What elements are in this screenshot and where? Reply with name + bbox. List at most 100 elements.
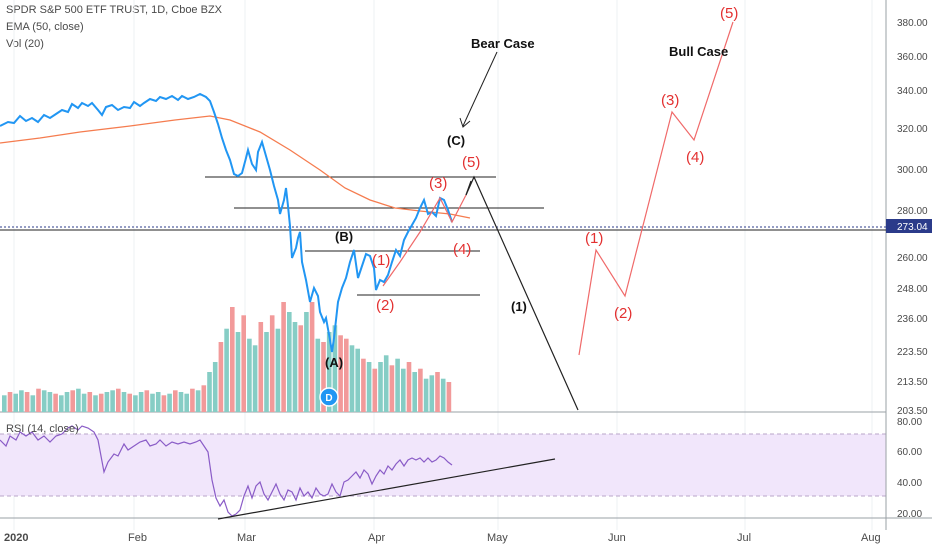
red-wave-projection[interactable] <box>382 194 467 287</box>
volume-bar <box>167 393 172 412</box>
volume-bar <box>338 335 343 412</box>
horizontal-levels <box>0 176 886 296</box>
volume-bar <box>361 358 366 412</box>
volume-bar <box>241 315 246 412</box>
ema-line[interactable] <box>0 115 471 219</box>
volume-bar <box>150 393 155 412</box>
volume-bar <box>212 362 218 412</box>
price-tick: 300.00 <box>897 165 928 176</box>
volume-bar <box>264 332 269 412</box>
bear-projection[interactable] <box>465 175 579 411</box>
rsi-tick: 60.00 <box>897 447 922 458</box>
rsi-tick: 40.00 <box>897 478 922 489</box>
bull-wave-2-label: (2) <box>614 305 632 322</box>
time-label: Mar <box>237 532 256 544</box>
price-tick: 213.50 <box>897 377 928 388</box>
red-wave-4-label: (4) <box>453 241 471 258</box>
bear-case-label: Bear Case <box>471 36 535 51</box>
bull-wave-5-label: (5) <box>720 5 738 22</box>
ema-legend: EMA (50, close) <box>6 21 84 33</box>
volume-bar <box>70 390 75 412</box>
wave-a-label: (A) <box>325 355 343 370</box>
volume-bar <box>366 362 372 412</box>
volume-bar <box>247 338 252 412</box>
volume-bar <box>326 332 332 412</box>
volume-bar <box>287 312 292 412</box>
volume-bar <box>59 395 64 412</box>
volume-bar <box>36 388 41 412</box>
volume-bar <box>93 395 98 412</box>
time-axis[interactable]: 2020 Feb Mar Apr May Jun Jul Aug <box>4 532 881 544</box>
bull-case-label: Bull Case <box>669 44 728 59</box>
volume-bar <box>161 395 167 412</box>
price-tick: 340.00 <box>897 86 928 97</box>
rsi-legend: RSI (14, close) <box>6 423 79 435</box>
volume-bar <box>355 348 360 412</box>
volume-bar <box>298 325 303 412</box>
price-tick: 203.50 <box>897 406 928 417</box>
volume-bar <box>190 388 195 412</box>
last-price-value: 273.04 <box>897 222 928 233</box>
volume-legend: Vol (20) <box>6 38 44 50</box>
volume-bar <box>19 390 24 412</box>
volume-bar <box>104 392 110 412</box>
rsi-trendline[interactable] <box>217 458 556 520</box>
volume-bar <box>429 375 435 412</box>
volume-bar <box>423 378 429 412</box>
volume-bar <box>230 307 235 412</box>
volume-bar <box>304 312 309 412</box>
volume-bar <box>64 392 70 412</box>
volume-bar <box>207 372 212 412</box>
volume-bar <box>446 382 452 412</box>
volume-bar <box>292 322 298 412</box>
volume-bar <box>344 338 349 412</box>
volume-bar <box>127 393 132 412</box>
time-label: 2020 <box>4 532 28 544</box>
volume-bar <box>98 393 104 412</box>
volume-bar <box>121 392 127 412</box>
time-label: Apr <box>368 532 385 544</box>
dividend-marker[interactable]: D <box>319 387 339 407</box>
price-line[interactable] <box>0 92 453 353</box>
red-wave-3-label: (3) <box>429 175 447 192</box>
svg-text:D: D <box>325 393 332 404</box>
volume-bar <box>315 338 321 412</box>
volume-bar <box>201 385 207 412</box>
volume-bar <box>13 393 18 412</box>
price-tick: 320.00 <box>897 124 928 135</box>
volume-bar <box>281 302 286 412</box>
volume-bar <box>418 368 423 412</box>
rsi-tick: 80.00 <box>897 417 922 428</box>
price-tick: 248.00 <box>897 284 928 295</box>
rsi-line[interactable] <box>0 425 453 517</box>
price-tick: 360.00 <box>897 52 928 63</box>
volume-bar <box>195 390 201 412</box>
red-wave-2-label: (2) <box>376 297 394 314</box>
volume-bar <box>332 325 338 412</box>
bull-wave-3-label: (3) <box>661 92 679 109</box>
volume-bar <box>178 392 184 412</box>
time-label: Jun <box>608 532 626 544</box>
volume-bar <box>389 365 395 412</box>
volume-bar <box>372 368 378 412</box>
price-tick: 380.00 <box>897 18 928 29</box>
rsi-band <box>0 434 886 496</box>
bear-connector <box>465 180 472 196</box>
volume-bar <box>184 393 189 412</box>
volume-bar <box>412 372 417 412</box>
bull-projection[interactable] <box>578 21 734 356</box>
volume-bar <box>87 392 93 412</box>
price-tick: 223.50 <box>897 347 928 358</box>
bear-case-arrow <box>459 51 498 128</box>
volume-bar <box>401 368 406 412</box>
volume-bar <box>133 395 138 412</box>
volume-bar <box>395 358 400 412</box>
time-label: Feb <box>128 532 147 544</box>
volume-bar <box>258 322 264 412</box>
price-axis[interactable]: 380.00 360.00 340.00 320.00 300.00 280.0… <box>897 18 928 417</box>
rsi-axis[interactable]: 80.00 60.00 40.00 20.00 <box>897 417 922 520</box>
volume-bar <box>218 342 224 412</box>
volume-bar <box>53 393 58 412</box>
price-tick: 260.00 <box>897 253 928 264</box>
